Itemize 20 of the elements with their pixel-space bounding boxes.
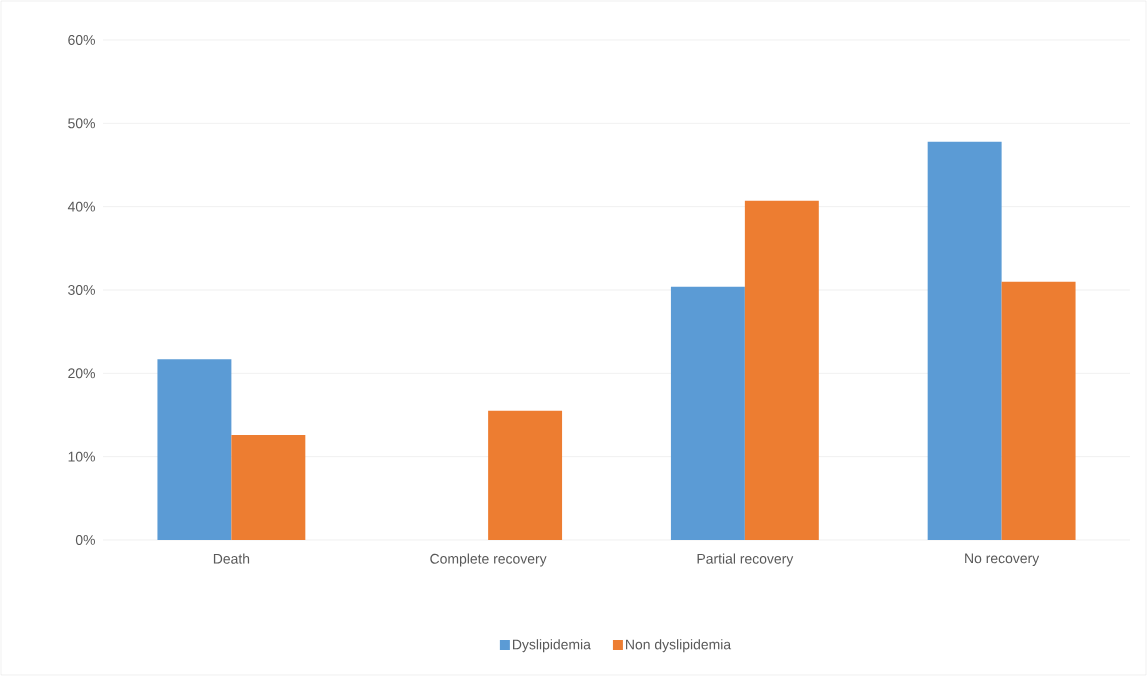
x-tick-label: No recovery <box>965 553 1040 566</box>
y-tick-label: 0% <box>75 535 95 545</box>
legend-label: Non dyslipidemia <box>626 639 732 653</box>
bar <box>1001 281 1076 540</box>
y-tick-label: 20% <box>68 368 95 379</box>
y-tick-label: 60% <box>68 35 95 45</box>
y-tick-label: 10% <box>68 451 95 462</box>
x-tick-label: Death <box>213 553 250 564</box>
bar <box>488 410 563 540</box>
x-tick-label: Complete recovery <box>430 553 547 567</box>
x-tick-label: Partial recovery <box>697 553 794 567</box>
bar <box>670 286 745 540</box>
y-tick-label: 30% <box>68 285 95 295</box>
bar <box>157 359 232 540</box>
bar <box>231 434 306 540</box>
bar <box>744 200 819 540</box>
legend-label: Dyslipidemia <box>513 639 591 653</box>
y-tick-label: 50% <box>68 118 95 129</box>
bar <box>927 141 1002 540</box>
y-tick-label: 40% <box>67 201 95 212</box>
